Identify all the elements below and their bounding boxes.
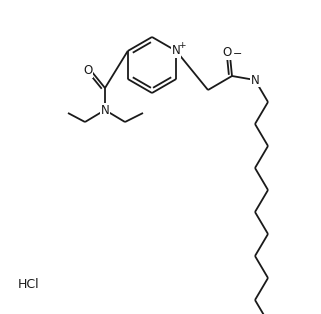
Text: N: N [172, 45, 181, 57]
Text: N: N [100, 104, 109, 116]
Text: +: + [178, 41, 186, 51]
Text: HCl: HCl [18, 279, 39, 291]
Text: −: − [233, 49, 243, 59]
Text: O: O [83, 64, 93, 78]
Text: N: N [251, 73, 259, 86]
Text: O: O [222, 46, 232, 59]
